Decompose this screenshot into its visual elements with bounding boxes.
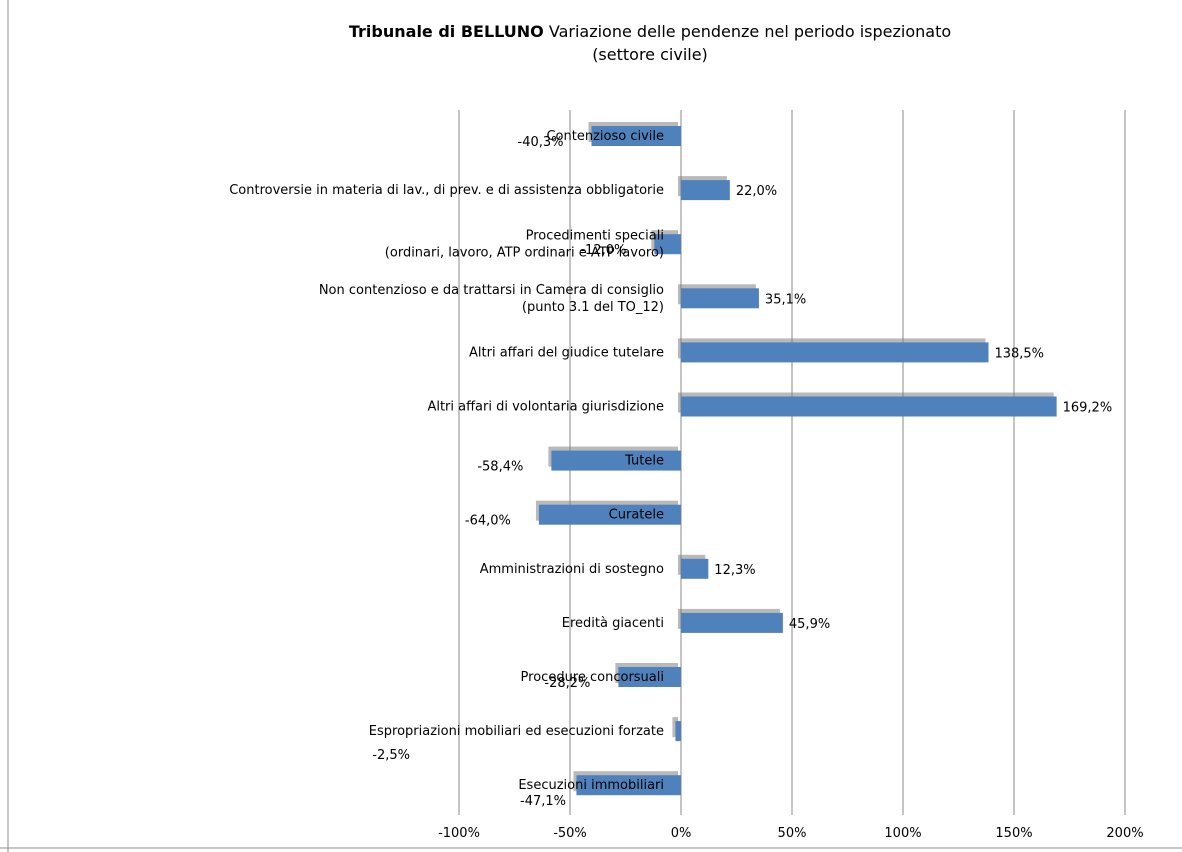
x-tick-label: 150% <box>995 826 1032 841</box>
value-label: 22,0% <box>736 184 777 199</box>
value-label: 138,5% <box>994 346 1044 361</box>
category-label: Altri affari del giudice tutelare <box>469 345 664 360</box>
x-tick-label: 100% <box>884 826 921 841</box>
category-label: Esecuzioni immobiliari <box>518 778 664 793</box>
value-label: 45,9% <box>789 617 830 632</box>
category-label: Curatele <box>609 508 664 523</box>
bar <box>681 180 730 201</box>
category-label: Non contenzioso e da trattarsi in Camera… <box>319 283 664 298</box>
value-label: 169,2% <box>1063 401 1113 416</box>
category-label: Procedure concorsuali <box>521 670 664 685</box>
chart-title-rest: Variazione delle pendenze nel periodo is… <box>548 22 952 41</box>
chart-title-bold: Tribunale di BELLUNO <box>348 22 544 41</box>
bar <box>681 288 759 309</box>
bar <box>681 342 989 363</box>
category-label: (ordinari, lavoro, ATP ordinari e ATP la… <box>385 246 664 261</box>
category-label: Contenzioso civile <box>546 129 664 144</box>
category-label: Procedimenti speciali <box>526 229 664 244</box>
bar-shadow <box>672 717 678 738</box>
value-label: -47,1% <box>520 794 566 809</box>
x-tick-label: 50% <box>778 826 807 841</box>
value-label: -12,0% <box>580 243 626 258</box>
value-label: -2,5% <box>372 748 410 763</box>
value-label: -28,2% <box>544 676 590 691</box>
category-label: Controversie in materia di lav., di prev… <box>229 183 664 198</box>
bar <box>681 612 783 633</box>
value-label: -58,4% <box>477 460 523 475</box>
bar <box>576 775 681 796</box>
category-label: Tutele <box>624 454 664 469</box>
bar <box>551 450 681 471</box>
value-label: 35,1% <box>765 292 806 307</box>
chart-subtitle: (settore civile) <box>592 45 708 64</box>
category-label: Eredità giacenti <box>562 616 664 631</box>
x-tick-label: -100% <box>438 826 480 841</box>
chart-title: Tribunale di BELLUNO Variazione delle pe… <box>0 22 1182 41</box>
value-label: -40,3% <box>518 135 564 150</box>
category-label: (punto 3.1 del TO_12) <box>522 300 664 315</box>
bar <box>681 396 1057 417</box>
bar <box>681 558 709 579</box>
bar <box>654 234 681 255</box>
value-label: 12,3% <box>714 563 755 578</box>
bar <box>591 126 681 146</box>
bar <box>675 721 681 742</box>
bar <box>538 504 681 525</box>
x-tick-label: -50% <box>553 826 587 841</box>
category-label: Espropriazioni mobiliari ed esecuzioni f… <box>369 724 664 739</box>
x-tick-label: 0% <box>671 826 692 841</box>
category-label: Altri affari di volontaria giurisdizione <box>427 400 664 415</box>
category-label: Amministrazioni di sostegno <box>480 562 664 577</box>
bar <box>618 667 681 687</box>
value-label: -64,0% <box>465 514 511 529</box>
x-tick-label: 200% <box>1106 826 1143 841</box>
